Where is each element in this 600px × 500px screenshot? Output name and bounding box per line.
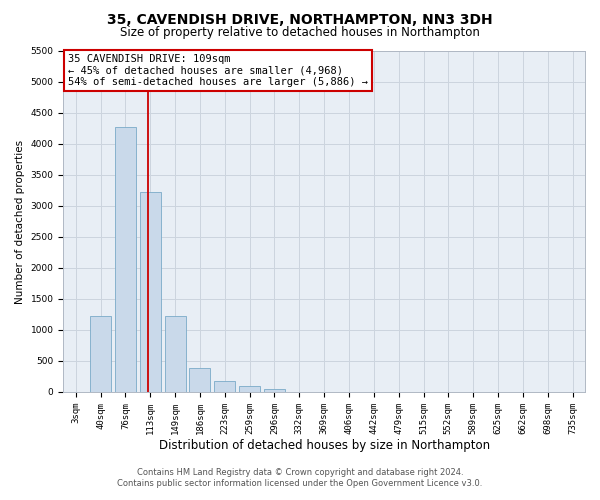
Text: 35, CAVENDISH DRIVE, NORTHAMPTON, NN3 3DH: 35, CAVENDISH DRIVE, NORTHAMPTON, NN3 3D… — [107, 12, 493, 26]
Bar — [164, 316, 185, 392]
Bar — [239, 386, 260, 392]
Text: 35 CAVENDISH DRIVE: 109sqm
← 45% of detached houses are smaller (4,968)
54% of s: 35 CAVENDISH DRIVE: 109sqm ← 45% of deta… — [68, 54, 368, 88]
Bar — [214, 381, 235, 392]
Bar — [264, 389, 285, 392]
Bar — [90, 316, 111, 392]
Text: Contains HM Land Registry data © Crown copyright and database right 2024.
Contai: Contains HM Land Registry data © Crown c… — [118, 468, 482, 487]
X-axis label: Distribution of detached houses by size in Northampton: Distribution of detached houses by size … — [158, 440, 490, 452]
Y-axis label: Number of detached properties: Number of detached properties — [15, 140, 25, 304]
Bar — [140, 192, 161, 392]
Text: Size of property relative to detached houses in Northampton: Size of property relative to detached ho… — [120, 26, 480, 39]
Bar — [190, 368, 211, 392]
Bar — [115, 128, 136, 392]
